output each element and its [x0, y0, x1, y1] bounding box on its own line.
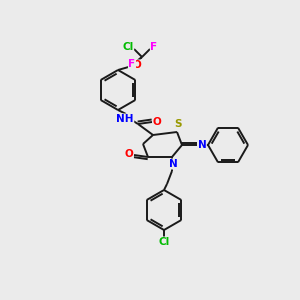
Text: Cl: Cl	[122, 42, 134, 52]
Text: NH: NH	[116, 114, 134, 124]
Text: Cl: Cl	[158, 237, 169, 247]
Text: S: S	[174, 119, 182, 129]
Text: O: O	[133, 60, 141, 70]
Text: O: O	[124, 149, 134, 159]
Text: F: F	[150, 42, 158, 52]
Text: O: O	[153, 117, 161, 127]
Text: N: N	[169, 159, 177, 169]
Text: N: N	[198, 140, 206, 150]
Text: F: F	[128, 59, 136, 69]
